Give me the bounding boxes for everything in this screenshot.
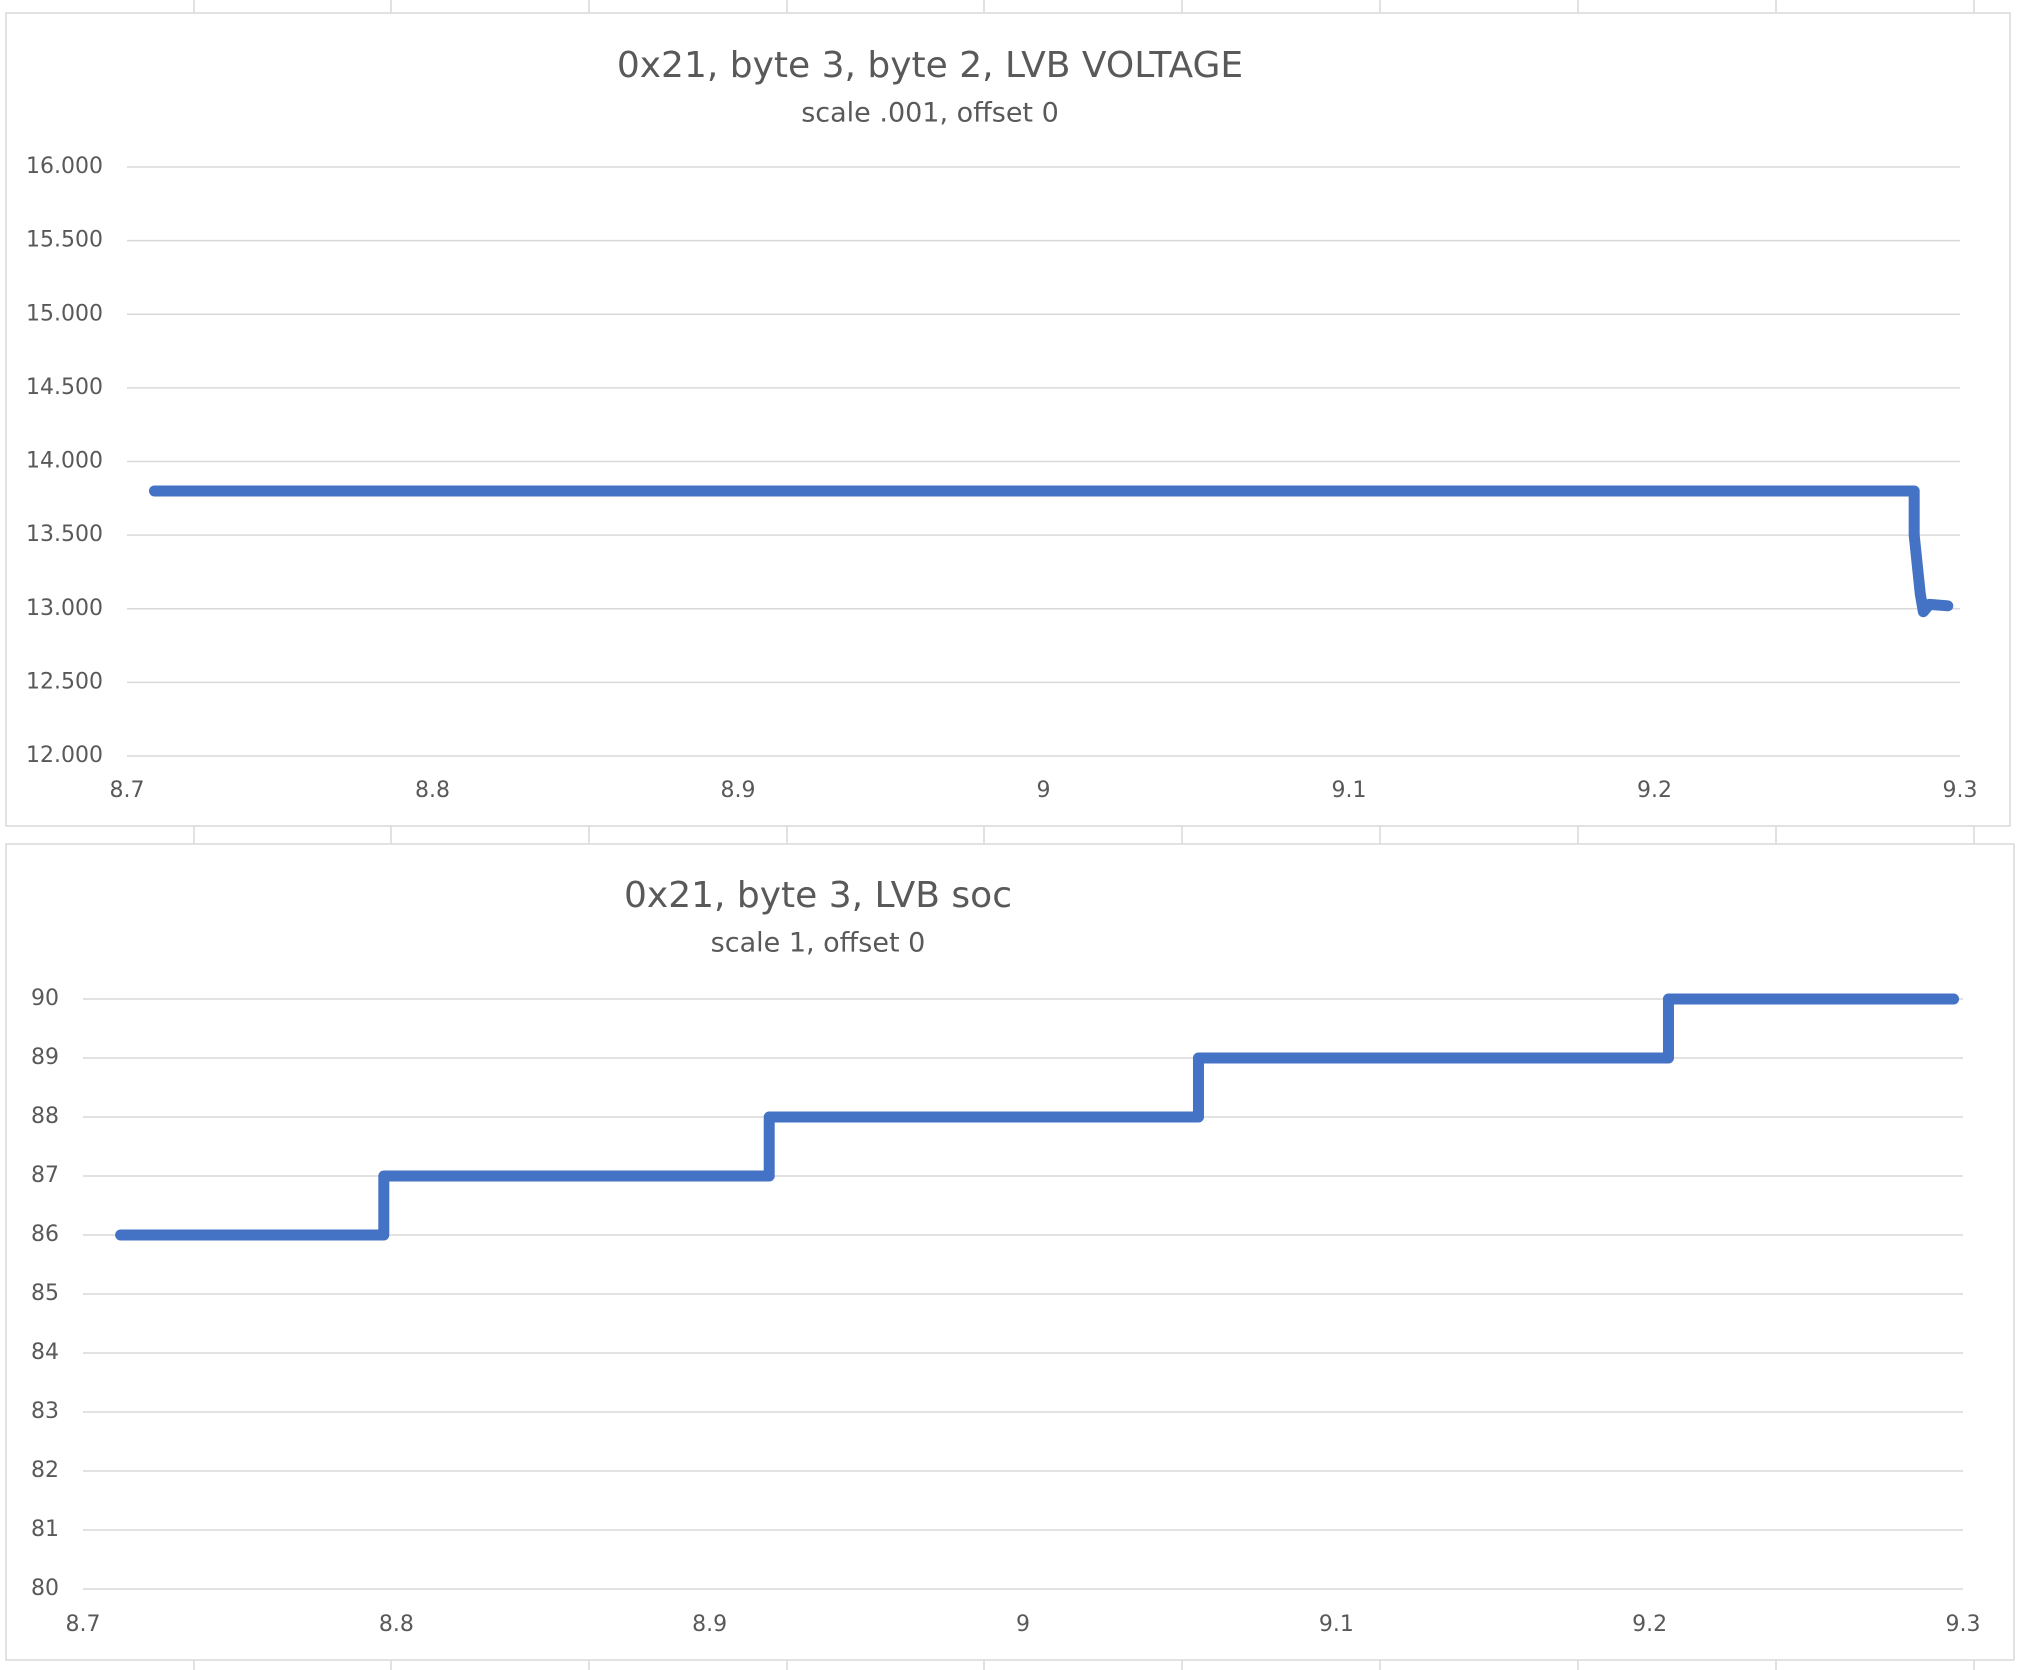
y-tick-label: 14.500: [26, 375, 103, 400]
y-tick-label: 14.000: [26, 449, 103, 474]
x-tick-label: 9.3: [1946, 1612, 1981, 1637]
x-tick-label: 8.8: [379, 1612, 414, 1637]
chart-area: [5, 12, 2011, 827]
y-tick-label: 15.000: [26, 301, 103, 326]
y-tick-label: 13.500: [26, 522, 103, 547]
y-tick-label: 12.000: [26, 743, 103, 768]
y-tick-label: 88: [31, 1104, 59, 1129]
chart-area: [5, 843, 2015, 1661]
data-line: [148, 485, 1954, 618]
y-tick-label: 89: [31, 1045, 59, 1070]
x-tick-label: 9: [1037, 778, 1051, 803]
y-tick-label: 87: [31, 1163, 59, 1188]
y-tick-label: 16.000: [26, 154, 103, 179]
x-tick-label: 9.2: [1632, 1612, 1667, 1637]
y-tick-label: 84: [31, 1340, 59, 1365]
y-tick-label: 80: [31, 1576, 59, 1601]
chart-subtitle: scale 1, offset 0: [711, 928, 926, 959]
x-tick-label: 8.7: [66, 1612, 101, 1637]
y-tick-label: 85: [31, 1281, 59, 1306]
x-tick-label: 8.9: [692, 1612, 727, 1637]
y-tick-label: 82: [31, 1458, 59, 1483]
y-tick-label: 90: [31, 986, 59, 1011]
chart-title: 0x21, byte 3, LVB soc: [624, 875, 1012, 916]
chart-title: 0x21, byte 3, byte 2, LVB VOLTAGE: [617, 45, 1243, 86]
y-tick-label: 83: [31, 1399, 59, 1424]
x-tick-label: 9.1: [1319, 1612, 1354, 1637]
y-tick-label: 15.500: [26, 228, 103, 253]
chart-subtitle: scale .001, offset 0: [801, 98, 1059, 129]
x-tick-label: 8.9: [721, 778, 756, 803]
x-tick-label: 8.7: [110, 778, 145, 803]
y-tick-label: 86: [31, 1222, 59, 1247]
data-line: [115, 993, 1960, 1241]
y-tick-label: 12.500: [26, 669, 103, 694]
y-tick-label: 81: [31, 1517, 59, 1542]
y-tick-label: 13.000: [26, 596, 103, 621]
x-tick-label: 9.1: [1332, 778, 1367, 803]
x-tick-label: 9.3: [1943, 778, 1978, 803]
x-tick-label: 9: [1016, 1612, 1030, 1637]
x-tick-label: 9.2: [1637, 778, 1672, 803]
x-tick-label: 8.8: [415, 778, 450, 803]
